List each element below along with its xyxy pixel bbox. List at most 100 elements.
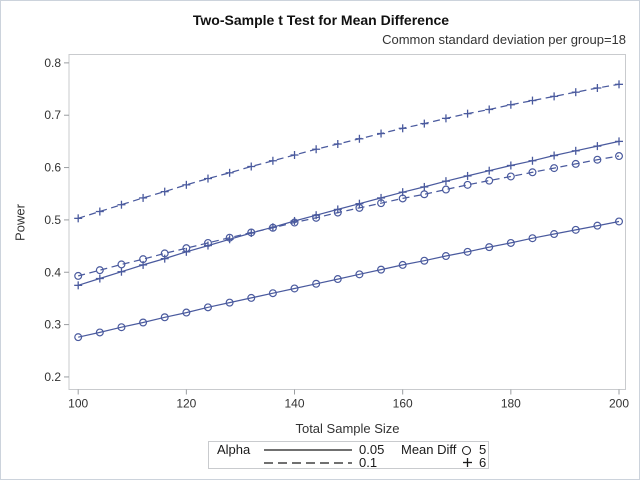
circle-marker bbox=[441, 185, 450, 194]
circle-marker bbox=[355, 270, 364, 279]
x-tick-label: 120 bbox=[176, 397, 196, 411]
plus-marker bbox=[528, 96, 537, 105]
series-alpha01-diff5 bbox=[74, 152, 624, 280]
y-axis: 0.2 0.3 0.4 0.5 0.6 0.7 0.8 bbox=[44, 56, 69, 384]
y-tick-label: 0.4 bbox=[44, 265, 61, 279]
series-line bbox=[78, 83, 620, 219]
plus-marker bbox=[571, 88, 580, 97]
circle-marker bbox=[485, 176, 494, 185]
plus-marker bbox=[117, 200, 126, 209]
circle-marker bbox=[268, 223, 277, 232]
y-axis-title: Power bbox=[12, 204, 28, 241]
y-tick-label: 0.5 bbox=[44, 213, 61, 227]
plus-marker bbox=[95, 207, 104, 216]
plot-frame bbox=[68, 54, 626, 390]
plus-marker bbox=[74, 281, 83, 290]
legend-alpha-005-value: 0.05 bbox=[359, 442, 385, 457]
plus-marker bbox=[593, 84, 602, 92]
plus-marker bbox=[117, 267, 126, 276]
circle-marker bbox=[506, 172, 515, 181]
plus-marker bbox=[528, 156, 537, 165]
circle-marker bbox=[160, 313, 169, 322]
circle-marker bbox=[615, 217, 624, 226]
circle-marker bbox=[225, 233, 234, 242]
plus-marker bbox=[463, 109, 472, 118]
circle-marker bbox=[182, 244, 191, 253]
circle-marker bbox=[593, 221, 602, 230]
plus-marker bbox=[355, 199, 364, 208]
y-tick-label: 0.6 bbox=[44, 161, 61, 175]
dashed-line-icon bbox=[264, 461, 352, 464]
series-line bbox=[78, 220, 620, 338]
legend-circle-marker bbox=[462, 445, 479, 455]
circle-marker bbox=[160, 249, 169, 258]
plus-marker bbox=[550, 92, 559, 101]
circle-marker bbox=[247, 228, 256, 237]
legend-alpha-01-value: 0.1 bbox=[359, 455, 378, 470]
plus-marker bbox=[290, 151, 299, 159]
plus-marker bbox=[506, 161, 515, 170]
circle-marker bbox=[571, 159, 580, 168]
chart-inset-annotation: Common standard deviation per group=18 bbox=[382, 32, 626, 47]
circle-marker bbox=[593, 155, 602, 164]
legend-dashed-line-sample bbox=[263, 460, 359, 466]
circle-marker bbox=[420, 256, 429, 265]
circle-marker bbox=[333, 275, 342, 284]
plus-marker bbox=[74, 214, 83, 223]
circle-marker bbox=[571, 225, 580, 234]
circle-marker bbox=[95, 266, 104, 275]
circle-marker bbox=[139, 255, 148, 264]
circle-marker bbox=[528, 234, 537, 243]
plus-marker bbox=[225, 168, 234, 177]
circle-marker bbox=[615, 152, 624, 161]
plus-marker bbox=[441, 114, 450, 123]
legend-plus-marker bbox=[462, 457, 479, 468]
series-line bbox=[78, 155, 620, 277]
circle-marker bbox=[203, 303, 212, 312]
plus-marker bbox=[203, 174, 212, 183]
plus-marker bbox=[441, 177, 450, 186]
circle-marker bbox=[312, 213, 321, 222]
plus-marker bbox=[550, 151, 559, 160]
plus-marker bbox=[485, 166, 494, 175]
plus-marker bbox=[615, 80, 624, 89]
plus-marker bbox=[160, 187, 169, 196]
plus-marker bbox=[160, 254, 169, 263]
y-tick-label: 0.3 bbox=[44, 318, 61, 332]
plus-marker bbox=[182, 180, 191, 189]
plus-marker bbox=[312, 145, 321, 154]
circle-marker bbox=[290, 218, 299, 227]
plus-marker bbox=[420, 182, 429, 191]
chart-title: Two-Sample t Test for Mean Difference bbox=[192, 12, 450, 28]
circle-marker bbox=[550, 230, 559, 239]
circle-marker bbox=[74, 271, 83, 280]
y-tick-label: 0.8 bbox=[44, 56, 61, 70]
circle-marker bbox=[117, 323, 126, 332]
y-tick-label: 0.2 bbox=[44, 370, 61, 384]
plus-marker bbox=[355, 134, 364, 143]
x-tick-label: 180 bbox=[501, 397, 521, 411]
plus-marker bbox=[615, 137, 624, 146]
series-alpha005-diff6 bbox=[74, 137, 624, 290]
circle-marker bbox=[355, 203, 364, 212]
plus-marker bbox=[377, 193, 386, 202]
y-tick-label: 0.7 bbox=[44, 108, 61, 122]
circle-marker bbox=[95, 328, 104, 337]
circle-marker bbox=[333, 208, 342, 217]
circle-marker bbox=[117, 260, 126, 269]
circle-marker bbox=[182, 308, 191, 317]
circle-marker bbox=[225, 298, 234, 307]
legend-meandiff-6-value: 6 bbox=[479, 455, 487, 470]
x-tick-label: 100 bbox=[68, 397, 88, 411]
plus-marker bbox=[377, 129, 386, 138]
legend-meandiff-label: Mean Diff bbox=[401, 442, 457, 457]
circle-marker bbox=[485, 243, 494, 252]
circle-marker bbox=[377, 199, 386, 208]
circle-marker bbox=[463, 180, 472, 189]
plus-marker bbox=[485, 105, 494, 114]
circle-marker bbox=[398, 194, 407, 203]
circle-marker bbox=[268, 289, 277, 298]
x-tick-label: 140 bbox=[285, 397, 305, 411]
